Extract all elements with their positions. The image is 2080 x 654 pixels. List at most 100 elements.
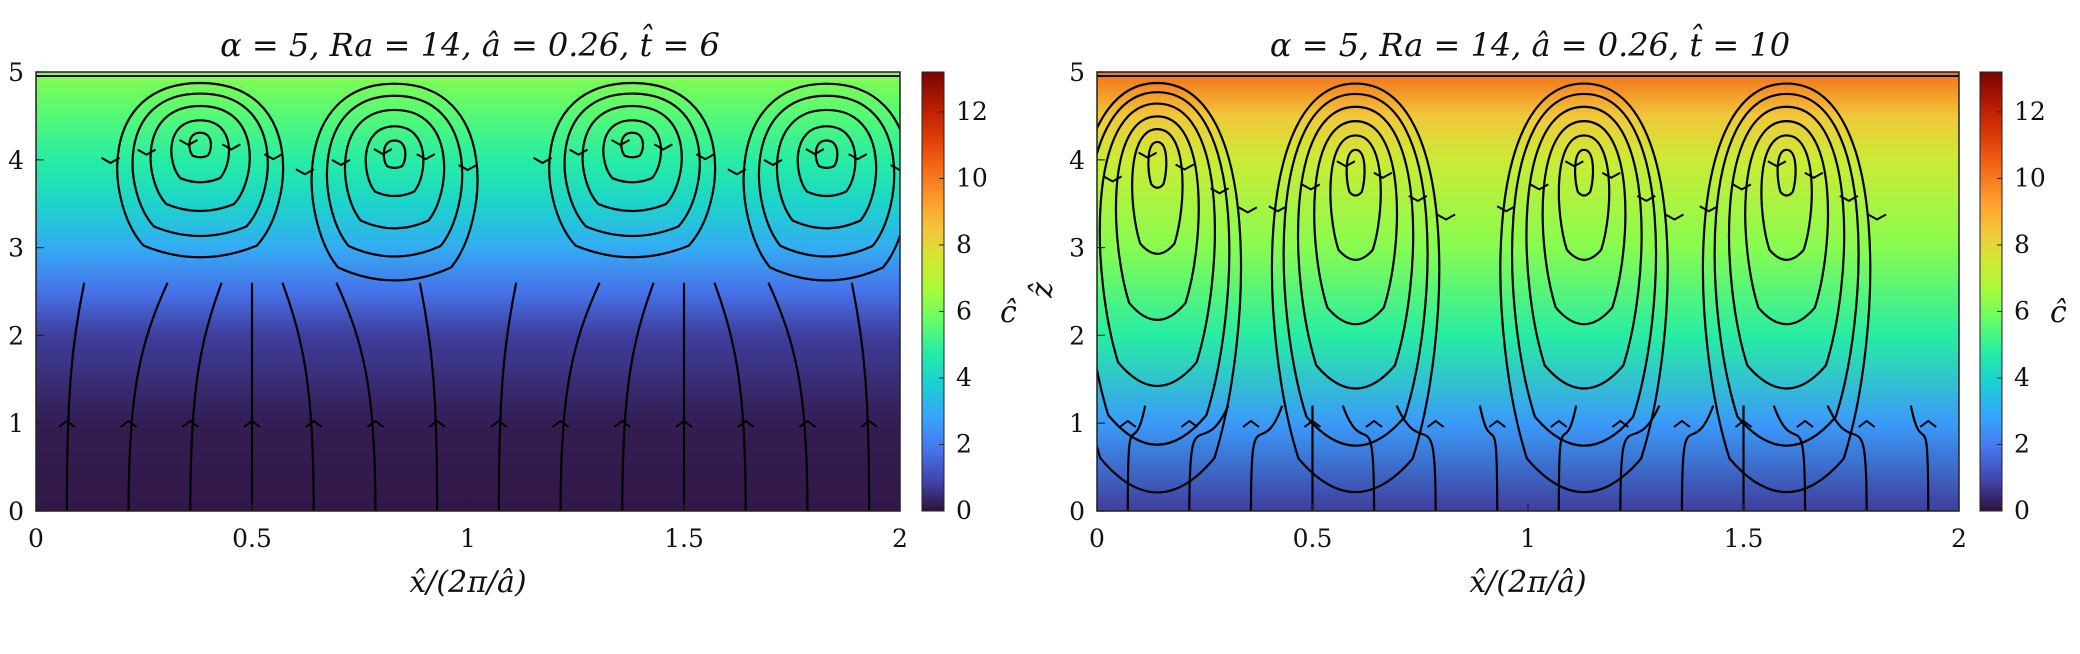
colorbar-tick-label: 4: [956, 363, 972, 392]
y-tick-label: 5: [1069, 58, 1085, 87]
streamline-arrow: [1732, 183, 1752, 191]
left-y-ticks: 0 1 2 3 4 5: [8, 58, 44, 526]
streamline: [742, 82, 900, 282]
streamline: [814, 139, 839, 169]
streamline-arrow: [1601, 171, 1621, 179]
streamline-arrow: [1611, 419, 1629, 428]
streamline: [364, 125, 425, 198]
streamline-arrow: [1427, 419, 1445, 428]
streamline-arrow: [181, 419, 199, 428]
streamline: [65, 282, 86, 511]
colorbar-tick-label: 10: [2014, 163, 2046, 192]
streamline-arrow: [263, 153, 283, 161]
streamline-arrow: [1138, 151, 1158, 159]
streamline: [1114, 115, 1200, 321]
streamline: [1909, 405, 1930, 511]
streamline-arrow: [1180, 419, 1198, 428]
streamline-arrow: [675, 419, 693, 428]
y-tick-label: 0: [8, 497, 24, 526]
streamline-arrow: [1103, 175, 1123, 183]
streamline-arrow: [1550, 419, 1568, 428]
streamline: [1329, 134, 1382, 261]
left-colorbar-ticks: 0 2 4 6 8 10 12: [939, 97, 988, 525]
y-tick-label: 1: [8, 409, 24, 438]
streamline-arrow: [243, 419, 261, 428]
streamline: [418, 282, 439, 511]
streamline-arrow: [737, 419, 755, 428]
streamline: [621, 282, 655, 511]
streamline-arrow: [458, 164, 478, 172]
streamline-arrow: [613, 419, 631, 428]
streamline: [1270, 82, 1441, 494]
streamline: [1541, 119, 1627, 326]
streamline-arrow: [305, 419, 323, 428]
y-tick-label: 5: [8, 58, 24, 87]
streamline-arrow: [1303, 419, 1322, 428]
y-tick-label: 4: [8, 146, 24, 175]
right-streamlines: [1071, 75, 1959, 511]
streamline: [713, 282, 747, 511]
streamline-arrow: [119, 419, 138, 428]
streamline: [1131, 128, 1184, 255]
right-colorbar: [1979, 71, 2003, 512]
streamline-arrow: [1238, 206, 1258, 214]
streamline-arrow: [221, 143, 241, 151]
x-tick-label: 1.5: [1724, 524, 1764, 553]
streamline: [1313, 119, 1399, 326]
streamline-arrow: [331, 159, 351, 167]
x-tick-label: 0: [28, 524, 44, 553]
streamline-arrow: [1268, 205, 1288, 213]
streamline: [170, 119, 231, 184]
right-heatmap: [1097, 72, 1959, 511]
streamline: [559, 282, 601, 511]
streamline: [335, 282, 377, 511]
streamline-arrow: [1175, 163, 1195, 171]
colorbar-tick-label: 12: [2014, 97, 2046, 126]
colorbar-tick-label: 12: [956, 97, 988, 126]
streamline: [1744, 119, 1830, 326]
streamline-arrow: [1488, 419, 1506, 428]
streamline-arrow: [1804, 171, 1824, 179]
streamline-arrow: [366, 419, 385, 428]
streamline: [1098, 102, 1216, 387]
streamline: [796, 125, 857, 198]
streamline-arrow: [848, 153, 868, 161]
x-tick-label: 2: [892, 524, 908, 553]
streamline-arrow: [1699, 205, 1719, 213]
right-x-axis-label: x̂/(2π/â): [1469, 565, 1586, 600]
x-tick-label: 0.5: [1293, 524, 1333, 553]
streamline: [1511, 92, 1658, 447]
x-tick-label: 1: [460, 524, 476, 553]
streamline: [1619, 405, 1661, 511]
streamline-arrow: [533, 157, 552, 165]
streamline: [602, 119, 663, 184]
colorbar-tick-label: 6: [956, 296, 972, 325]
colorbar-tick-label: 8: [956, 230, 972, 259]
streamline-arrow: [1436, 213, 1456, 221]
x-tick-label: 2: [1951, 524, 1967, 553]
streamline: [1826, 405, 1868, 511]
streamline-arrow: [1858, 419, 1876, 428]
right-colorbar-ticks: 0 2 4 6 8 10 12: [1997, 97, 2046, 525]
streamline-arrow: [1796, 419, 1814, 428]
streamline: [620, 131, 645, 159]
streamline: [116, 81, 285, 259]
streamline: [1557, 134, 1611, 261]
streamline: [1713, 92, 1860, 447]
streamline: [343, 108, 446, 230]
right-x-ticks: 0 0.5 1 1.5 2: [1089, 503, 1967, 553]
streamline-arrow: [610, 139, 630, 147]
streamline-arrow: [695, 153, 715, 161]
left-panel-title: α = 5, Ra = 14, â = 0.26, t̂ = 6: [220, 23, 720, 64]
streamline-arrow: [1673, 419, 1691, 428]
streamline: [1341, 405, 1376, 511]
y-tick-label: 1: [1069, 409, 1085, 438]
colorbar-tick-label: 0: [956, 496, 972, 525]
streamline-arrow: [1071, 199, 1089, 204]
streamline-arrow: [569, 148, 589, 156]
streamline-arrow: [1664, 213, 1684, 221]
streamline: [775, 108, 878, 230]
left-x-axis-label: x̂/(2π/â): [409, 565, 526, 600]
streamline: [310, 82, 479, 282]
streamline-arrow: [1365, 419, 1383, 428]
